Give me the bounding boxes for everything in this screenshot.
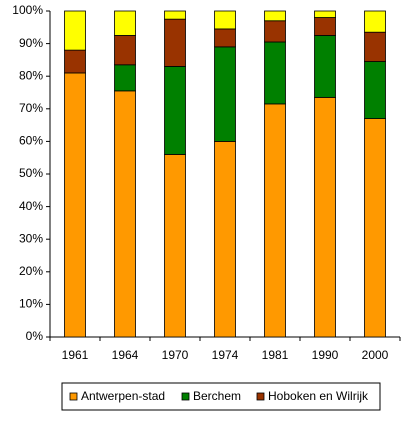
legend-label: Antwerpen-stad [81,389,165,403]
bar-segment [114,64,136,92]
bar-segment [314,17,336,36]
bar-segment [314,96,336,338]
bar-segment [364,61,386,119]
y-tick-label: 50% [19,166,43,180]
bar-segment [214,140,236,338]
legend-label: Hoboken en Wilrijk [268,389,369,403]
bar-segment [214,46,236,142]
bar-segment [114,35,136,66]
x-tick-label: 1961 [62,348,89,362]
bar-segment [214,28,236,48]
bar-segment [164,66,186,155]
bar-segment [164,154,186,338]
bar-segment [114,10,136,36]
x-tick-label: 2000 [362,348,389,362]
bar-segment [64,72,86,338]
x-tick-label: 1974 [212,348,239,362]
legend-swatch [256,392,265,401]
bar-segment [164,18,186,67]
y-tick-label: 0% [26,329,44,343]
bar-segment [264,10,286,22]
bar-segment [364,31,386,62]
legend-box [61,382,381,411]
y-tick-label: 30% [19,231,43,245]
bar-segment [214,10,236,30]
bar-segment [264,103,286,338]
bar-segment [64,10,86,51]
legend-swatch [69,392,78,401]
y-tick-label: 40% [19,199,43,213]
bar-segment [314,35,336,98]
y-tick-label: 100% [12,3,43,17]
x-tick-label: 1970 [162,348,189,362]
bar-segment [264,41,286,105]
y-tick-label: 90% [19,36,43,50]
bar-segment [264,20,286,43]
y-tick-label: 70% [19,101,43,115]
bar-segment [164,10,186,20]
y-tick-label: 10% [19,297,43,311]
y-tick-label: 60% [19,134,43,148]
bar-segment [364,118,386,338]
bar-segment [64,49,86,74]
legend-swatch [181,392,190,401]
bar-segment [114,90,136,338]
x-tick-label: 1981 [262,348,289,362]
bar-segment [314,10,336,18]
y-tick-label: 20% [19,264,43,278]
legend-label: Berchem [193,389,241,403]
x-tick-label: 1964 [112,348,139,362]
bar-segment [364,10,386,33]
y-tick-label: 80% [19,68,43,82]
x-tick-label: 1990 [312,348,339,362]
